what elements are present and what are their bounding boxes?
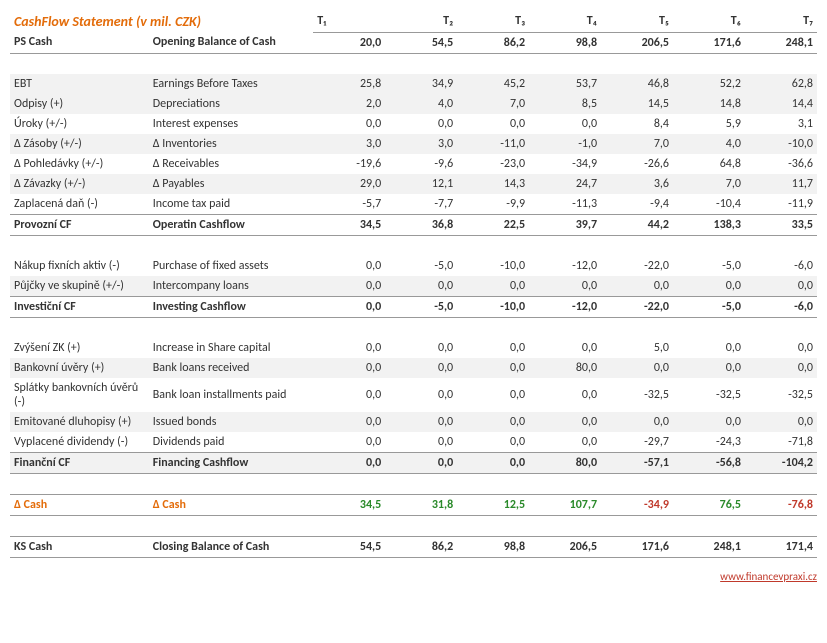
- period-header: T₄: [529, 10, 601, 32]
- footer-link[interactable]: www.financevpraxi.cz: [10, 558, 817, 583]
- cashflow-table: CashFlow Statement (v mil. CZK)T₁T₂T₃T₄T…: [10, 10, 817, 558]
- period-header: T₃: [457, 10, 529, 32]
- period-header: T₁: [313, 10, 385, 32]
- title: CashFlow Statement (v mil. CZK): [10, 10, 313, 32]
- period-header: T₅: [601, 10, 673, 32]
- period-header: T₂: [385, 10, 457, 32]
- period-header: T₆: [673, 10, 745, 32]
- period-header: T₇: [745, 10, 817, 32]
